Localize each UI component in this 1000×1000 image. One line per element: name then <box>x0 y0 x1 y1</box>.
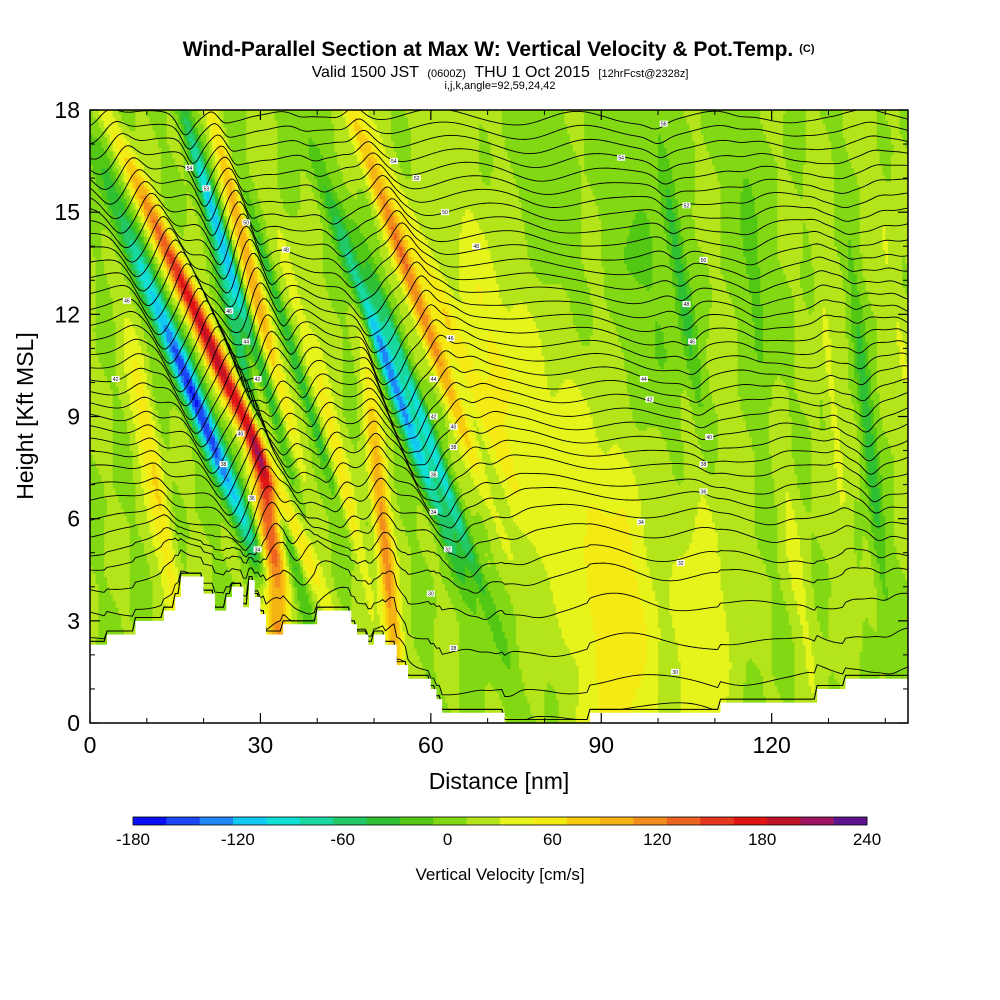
plot-area: 5453504846444240383634545250484644424038… <box>90 107 909 757</box>
copyright-mark: (C) <box>799 43 815 55</box>
chart-title: Wind-Parallel Section at Max W: Vertical… <box>183 38 794 61</box>
subtitle-utc-time: (0600Z) <box>427 68 466 80</box>
subtitle-date: THU 1 Oct 2015 <box>474 64 590 81</box>
subtitle-forecast: [12hrFcst@2328z] <box>598 68 688 80</box>
cross-section-chart: Wind-Parallel Section at Max W: Vertical… <box>0 0 1000 1000</box>
grid-parameters: i,j,k,angle=92,59,24,42 <box>444 80 555 92</box>
chart-stage: Wind-Parallel Section at Max W: Vertical… <box>0 0 1000 1000</box>
subtitle-valid-time: Valid 1500 JST <box>312 64 420 81</box>
chart-subtitle: Valid 1500 JST (0600Z) THU 1 Oct 2015 [1… <box>312 64 689 81</box>
